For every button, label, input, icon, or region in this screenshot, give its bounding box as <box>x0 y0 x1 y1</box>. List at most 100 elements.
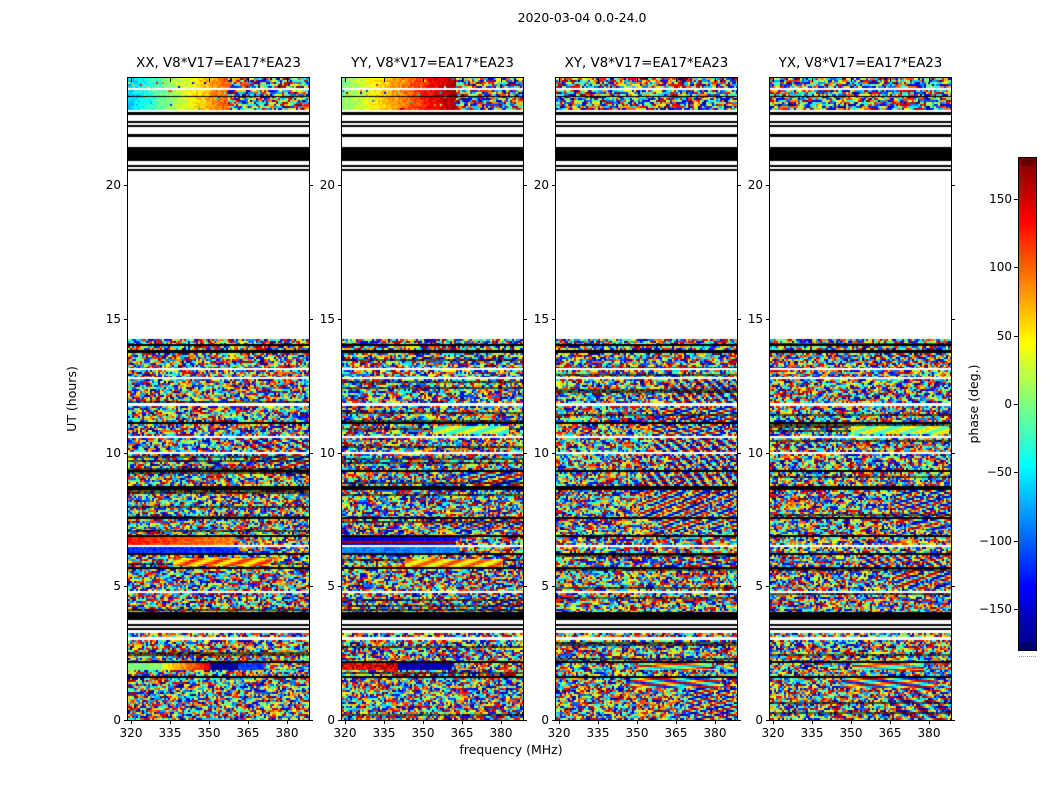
y-tick <box>552 453 556 454</box>
x-tick-label: 335 <box>800 726 824 740</box>
y-tick-label: 10 <box>533 446 549 460</box>
y-tick <box>552 720 556 721</box>
y-tick-label: 15 <box>533 312 549 326</box>
y-tick <box>766 720 770 721</box>
x-tick <box>345 720 346 724</box>
x-tick <box>501 720 502 724</box>
y-tick-label: 5 <box>755 579 763 593</box>
y-axis-label: UT (hours) <box>64 366 79 432</box>
colorbar-label: phase (deg.) <box>966 364 981 444</box>
y-tick-label: 5 <box>541 579 549 593</box>
figure-title: 2020-03-04 0.0-24.0 <box>517 10 647 25</box>
y-tick-label: 0 <box>541 713 549 727</box>
x-tick <box>715 720 716 724</box>
colorbar-tick <box>1014 267 1019 268</box>
x-tick <box>890 78 891 82</box>
y-tick-label: 10 <box>105 446 121 460</box>
x-tick-label: 350 <box>197 726 221 740</box>
y-tick <box>309 586 313 587</box>
y-tick <box>309 720 313 721</box>
colorbar-tick-label: 50 <box>996 329 1012 343</box>
y-tick <box>309 185 313 186</box>
x-tick <box>851 78 852 82</box>
y-tick <box>552 185 556 186</box>
x-tick <box>209 720 210 724</box>
heatmap-panel-yx <box>770 78 951 720</box>
y-tick <box>523 586 527 587</box>
x-tick <box>715 78 716 82</box>
y-tick <box>523 319 527 320</box>
x-tick-label: 335 <box>158 726 182 740</box>
x-tick <box>598 78 599 82</box>
y-tick <box>124 319 128 320</box>
y-tick <box>309 453 313 454</box>
x-tick <box>384 78 385 82</box>
x-tick-label: 320 <box>761 726 785 740</box>
x-tick <box>287 720 288 724</box>
y-tick-label: 20 <box>319 178 335 192</box>
x-tick <box>170 78 171 82</box>
panel-title-xy: XY, V8*V17=EA17*EA23 <box>564 56 729 71</box>
x-tick <box>812 720 813 724</box>
x-tick-label: 320 <box>547 726 571 740</box>
x-tick-label: 335 <box>372 726 396 740</box>
y-tick-label: 5 <box>327 579 335 593</box>
x-tick-label: 365 <box>878 726 902 740</box>
colorbar <box>1018 157 1037 651</box>
panel-title-yy: YY, V8*V17=EA17*EA23 <box>351 56 514 71</box>
y-tick <box>309 319 313 320</box>
x-tick <box>773 78 774 82</box>
y-tick <box>737 720 741 721</box>
y-tick-label: 10 <box>319 446 335 460</box>
y-tick <box>338 720 342 721</box>
x-tick-label: 380 <box>703 726 727 740</box>
y-tick-label: 20 <box>533 178 549 192</box>
y-tick-label: 15 <box>319 312 335 326</box>
colorbar-tick <box>1014 472 1019 473</box>
x-tick-label: 380 <box>489 726 513 740</box>
colorbar-tick-label: 0 <box>1004 397 1012 411</box>
x-tick <box>131 78 132 82</box>
heatmap-panel-xx <box>128 78 309 720</box>
y-tick <box>766 586 770 587</box>
x-tick-label: 350 <box>411 726 435 740</box>
y-tick <box>951 319 955 320</box>
x-tick <box>637 78 638 82</box>
panel-title-yx: YX, V8*V17=EA17*EA23 <box>778 56 943 71</box>
x-tick <box>287 78 288 82</box>
x-tick <box>423 720 424 724</box>
x-tick <box>345 78 346 82</box>
y-tick-label: 5 <box>113 579 121 593</box>
x-tick <box>170 720 171 724</box>
y-tick <box>523 453 527 454</box>
x-tick-label: 365 <box>236 726 260 740</box>
x-tick-label: 365 <box>450 726 474 740</box>
y-tick <box>552 319 556 320</box>
colorbar-tick-label: 100 <box>989 260 1012 274</box>
x-tick <box>462 78 463 82</box>
y-tick <box>766 319 770 320</box>
x-tick <box>929 720 930 724</box>
x-tick-label: 335 <box>586 726 610 740</box>
x-tick-label: 350 <box>625 726 649 740</box>
y-tick <box>737 319 741 320</box>
colorbar-tick <box>1014 609 1019 610</box>
x-tick <box>676 78 677 82</box>
colorbar-dotted-edge <box>1019 656 1036 657</box>
x-tick <box>637 720 638 724</box>
y-tick <box>951 453 955 454</box>
colorbar-tick <box>1014 404 1019 405</box>
x-tick <box>559 720 560 724</box>
x-tick <box>384 720 385 724</box>
y-tick <box>737 453 741 454</box>
y-tick-label: 0 <box>113 713 121 727</box>
x-axis-label: frequency (MHz) <box>459 742 563 757</box>
y-tick-label: 15 <box>747 312 763 326</box>
y-tick <box>124 453 128 454</box>
x-tick-label: 320 <box>333 726 357 740</box>
y-tick <box>124 586 128 587</box>
x-tick-label: 350 <box>839 726 863 740</box>
heatmap-panel-xy <box>556 78 737 720</box>
colorbar-tick-label: −100 <box>979 534 1012 548</box>
